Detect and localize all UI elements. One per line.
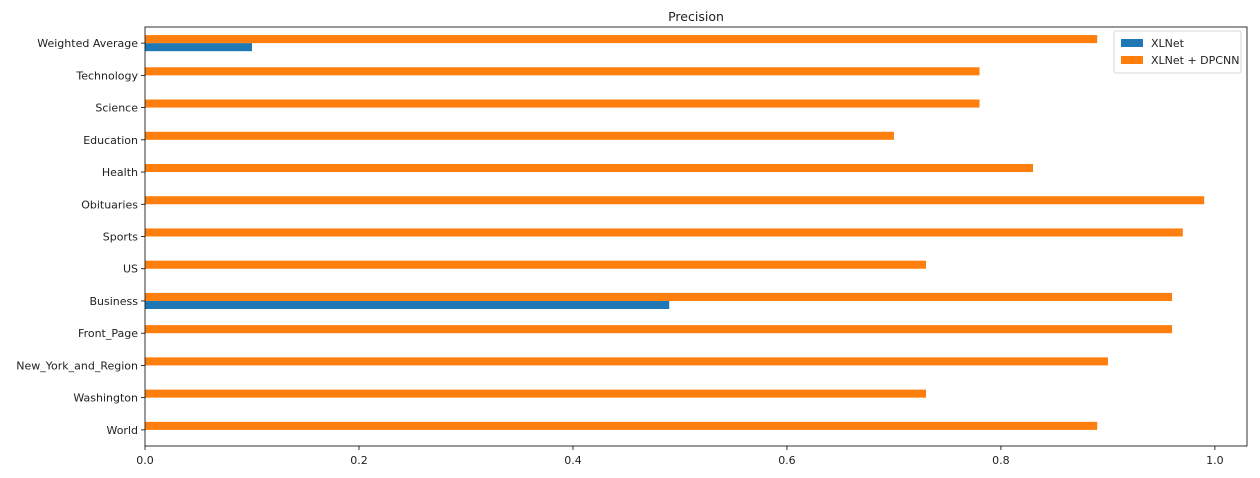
bar-xlnet-dpcnn-education bbox=[145, 131, 894, 140]
x-tick-label: 0.0 bbox=[136, 454, 154, 467]
x-tick-label: 0.6 bbox=[778, 454, 796, 467]
bar-xlnet-dpcnn-front-page bbox=[145, 325, 1173, 334]
y-tick-label: Technology bbox=[75, 69, 138, 82]
chart-title: Precision bbox=[668, 9, 724, 24]
x-tick-label: 0.8 bbox=[992, 454, 1010, 467]
y-tick-label: Science bbox=[95, 102, 138, 115]
legend-swatch-xlnet bbox=[1121, 39, 1143, 47]
bar-xlnet-dpcnn-obituaries bbox=[145, 196, 1205, 205]
y-tick-label: Education bbox=[83, 134, 138, 147]
bar-xlnet-dpcnn-technology bbox=[145, 67, 980, 76]
y-tick-label: Obituaries bbox=[81, 198, 138, 211]
bar-xlnet-dpcnn-science bbox=[145, 99, 980, 108]
bar-xlnet-dpcnn-business bbox=[145, 292, 1173, 301]
y-axis-ticks: World Washington New_York_and_Region Front_… bbox=[16, 37, 145, 437]
x-tick-label: 1.0 bbox=[1206, 454, 1224, 467]
y-tick-label: Front_Page bbox=[78, 327, 138, 340]
legend: XLNet XLNet + DPCNN bbox=[1113, 30, 1242, 74]
bar-xlnet-dpcnn-washington bbox=[145, 389, 927, 398]
bar-xlnet-dpcnn-world bbox=[145, 421, 1098, 430]
bar-xlnet-weighted-average bbox=[145, 43, 252, 52]
y-tick-label: World bbox=[106, 424, 138, 437]
bar-xlnet-dpcnn-us bbox=[145, 260, 927, 269]
legend-swatch-xlnet-dpcnn bbox=[1121, 56, 1143, 64]
y-tick-label: Weighted Average bbox=[37, 37, 138, 50]
bar-xlnet-business bbox=[145, 300, 670, 310]
plot-frame bbox=[144, 26, 1248, 447]
x-tick-label: 0.4 bbox=[564, 454, 582, 467]
legend-box bbox=[1113, 30, 1242, 74]
bar-xlnet-dpcnn-new-york-and-region bbox=[145, 357, 1108, 366]
bars-group bbox=[145, 35, 1205, 430]
y-tick-label: Health bbox=[102, 166, 138, 179]
x-axis-ticks: 0.0 0.2 0.4 0.6 0.8 1.0 bbox=[136, 446, 1224, 467]
y-tick-label: Sports bbox=[103, 231, 139, 244]
y-tick-label: US bbox=[123, 263, 138, 276]
legend-label: XLNet + DPCNN bbox=[1151, 54, 1239, 67]
legend-label: XLNet bbox=[1151, 37, 1185, 50]
x-tick-label: 0.2 bbox=[350, 454, 368, 467]
y-tick-label: Washington bbox=[73, 392, 138, 405]
bar-xlnet-dpcnn-health bbox=[145, 163, 1034, 173]
y-tick-label: Business bbox=[89, 295, 138, 308]
bar-xlnet-dpcnn-weighted-average bbox=[145, 35, 1098, 44]
bar-xlnet-dpcnn-sports bbox=[145, 228, 1183, 237]
y-tick-label: New_York_and_Region bbox=[16, 359, 138, 372]
